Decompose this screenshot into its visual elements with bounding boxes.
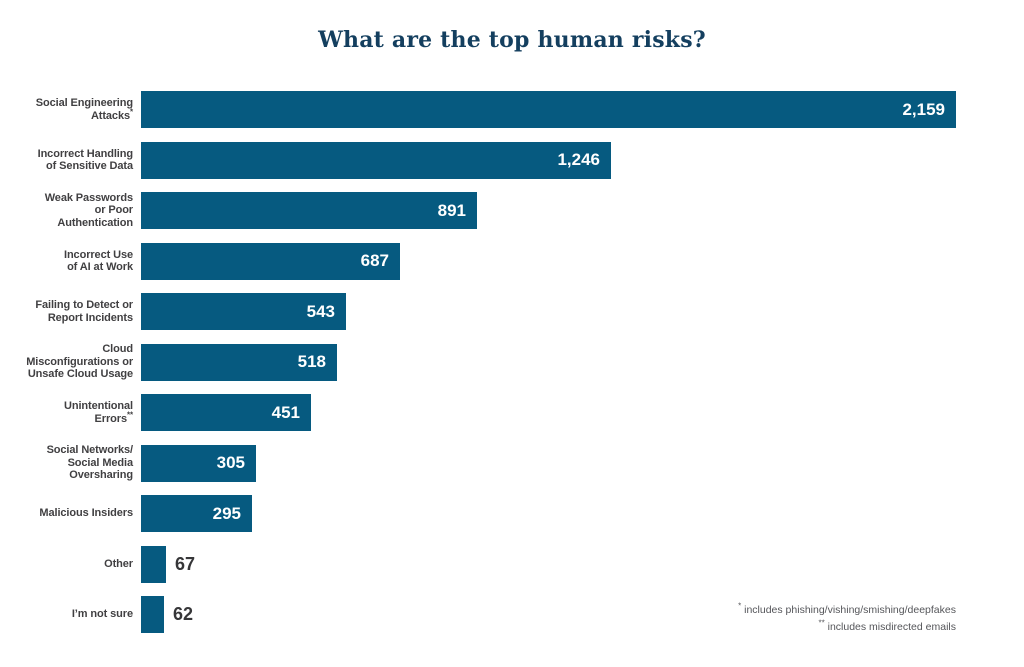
bar: 687 xyxy=(141,242,400,280)
bar: 1,246 xyxy=(141,141,611,179)
category-label: Malicious Insiders xyxy=(39,507,133,520)
bar: 518 xyxy=(141,343,337,381)
category-label: I’m not sure xyxy=(71,608,133,621)
value-label: 687 xyxy=(360,251,389,270)
bar-track: 518 xyxy=(141,343,1024,381)
footnote-text: includes phishing/vishing/smishing/deepf… xyxy=(744,604,956,616)
bar-track: 67 xyxy=(141,545,1024,583)
footnote-reference-marker: * xyxy=(129,106,133,116)
bar-row: Unintentional Errors** 451 xyxy=(0,394,1024,431)
value-label: 62 xyxy=(173,604,194,624)
bar: 2,159 xyxy=(141,91,956,128)
bar: 891 xyxy=(141,192,477,229)
bar xyxy=(141,545,166,583)
chart-title: What are the top human risks? xyxy=(318,27,706,53)
footnote-reference-marker: ** xyxy=(126,409,133,419)
footnote-emails: ** includes misdirected emails xyxy=(738,619,956,636)
value-label: 543 xyxy=(306,301,335,321)
bar-row: Social Networks/Social Media Oversharing 3… xyxy=(0,444,1024,482)
bar-row: Cloud Misconfigurations or Unsafe Cloud Us… xyxy=(0,343,1024,381)
bar-row: I’m not sure 62 xyxy=(0,596,1024,633)
value-label: 305 xyxy=(216,453,245,472)
category-label: Social Networks/Social Media Oversharing xyxy=(46,444,134,482)
bar-row: Incorrect Use of AI at Work 687 xyxy=(0,242,1024,280)
bar-track: 295 xyxy=(141,495,1024,532)
bar-row: Other 67 xyxy=(0,545,1024,583)
bar: 451 xyxy=(141,394,311,431)
bar: 543 xyxy=(141,293,346,330)
bar-row: Weak Passwords or Poor Authentication 891 xyxy=(0,192,1024,229)
bar-row: Incorrect Handling of Sensitive Data 1,246 xyxy=(0,141,1024,179)
bar-track: 305 xyxy=(141,444,1024,482)
bar-track: 543 xyxy=(141,293,1024,330)
bar-row: Malicious Insiders 295 xyxy=(0,495,1024,532)
value-label: 451 xyxy=(271,402,300,422)
category-label: Social Engineering Attacks* xyxy=(35,97,133,122)
category-label: Weak Passwords or Poor Authentication xyxy=(44,191,133,229)
category-label: Incorrect Handling of Sensitive Data xyxy=(37,147,133,173)
bar-track: 687 xyxy=(141,242,1024,280)
bar-track: 1,246 xyxy=(141,141,1024,179)
bar: 305 xyxy=(141,444,256,482)
category-label: Cloud Misconfigurations or Unsafe Cloud Us… xyxy=(26,343,133,381)
value-label: 518 xyxy=(297,352,326,371)
bar-rows: Social Engineering Attacks* 2,159 Incorrect… xyxy=(0,91,1024,647)
footnote-marker-single: * xyxy=(738,601,742,611)
category-label: Failing to Detect or Report Incidents xyxy=(35,299,133,324)
value-label: 891 xyxy=(437,200,466,220)
bar xyxy=(141,596,164,633)
bar-track: 2,159 xyxy=(141,91,1024,128)
value-label: 295 xyxy=(212,503,241,523)
category-label: Incorrect Use of AI at Work xyxy=(63,248,133,274)
value-label: 67 xyxy=(175,553,196,574)
footnote-marker-double: ** xyxy=(818,618,825,628)
category-label: Other xyxy=(104,557,133,570)
footnote-text: includes misdirected emails xyxy=(827,621,956,633)
footnotes: * includes phishing/vishing/smishing/dee… xyxy=(738,602,956,636)
value-label: 1,246 xyxy=(557,150,600,169)
bar-row: Failing to Detect or Report Incidents 543 xyxy=(0,293,1024,330)
value-label: 2,159 xyxy=(902,99,945,119)
bar-track: 451 xyxy=(141,394,1024,431)
bar-track: 891 xyxy=(141,192,1024,229)
bar-row: Social Engineering Attacks* 2,159 xyxy=(0,91,1024,128)
category-label: Unintentional Errors** xyxy=(64,400,133,425)
bar-track: 62 xyxy=(141,596,1024,633)
bar: 295 xyxy=(141,495,252,532)
footnote-phishing: * includes phishing/vishing/smishing/dee… xyxy=(738,602,956,619)
